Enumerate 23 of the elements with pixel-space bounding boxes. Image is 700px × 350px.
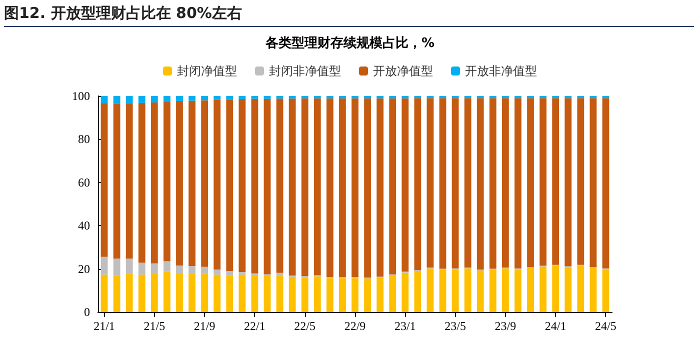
x-tick-label: 22/5 [294, 319, 316, 333]
chart-title: 图12. 开放型理财占比在 80%左右 [4, 4, 694, 27]
x-tick-label: 21/9 [194, 319, 216, 333]
x-tick-label: 23/9 [494, 319, 516, 333]
y-tick-label: 0 [84, 305, 90, 319]
x-tick-label: 24/1 [544, 319, 566, 333]
x-tick-label: 21/5 [144, 319, 166, 333]
y-tick-label: 40 [78, 218, 90, 233]
x-tick-label: 22/1 [244, 319, 266, 333]
y-tick-label: 80 [78, 132, 90, 146]
legend-label: 开放非净值型 [465, 64, 537, 78]
legend-label: 封闭非净值型 [269, 64, 341, 78]
y-tick-label: 20 [78, 262, 90, 276]
x-tick-label: 23/1 [394, 319, 416, 333]
x-tick-label: 24/5 [595, 319, 616, 333]
chart-subtitle: 各类型理财存续规模占比，% [264, 36, 435, 51]
x-tick-label: 22/9 [344, 319, 366, 333]
legend-label: 封闭净值型 [177, 64, 237, 78]
y-tick-label: 100 [72, 89, 90, 103]
x-tick-label: 23/5 [444, 319, 466, 333]
y-tick-label: 60 [78, 175, 90, 190]
x-tick-label: 21/1 [94, 319, 115, 333]
legend-label: 开放净值型 [373, 64, 433, 78]
